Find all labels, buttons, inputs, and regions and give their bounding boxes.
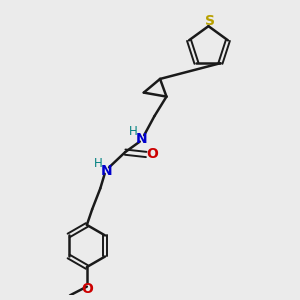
- Text: H: H: [129, 125, 137, 138]
- Text: O: O: [81, 282, 93, 296]
- Text: N: N: [136, 132, 148, 146]
- Text: N: N: [101, 164, 112, 178]
- Text: O: O: [147, 148, 159, 161]
- Text: S: S: [205, 14, 215, 28]
- Text: H: H: [94, 157, 102, 170]
